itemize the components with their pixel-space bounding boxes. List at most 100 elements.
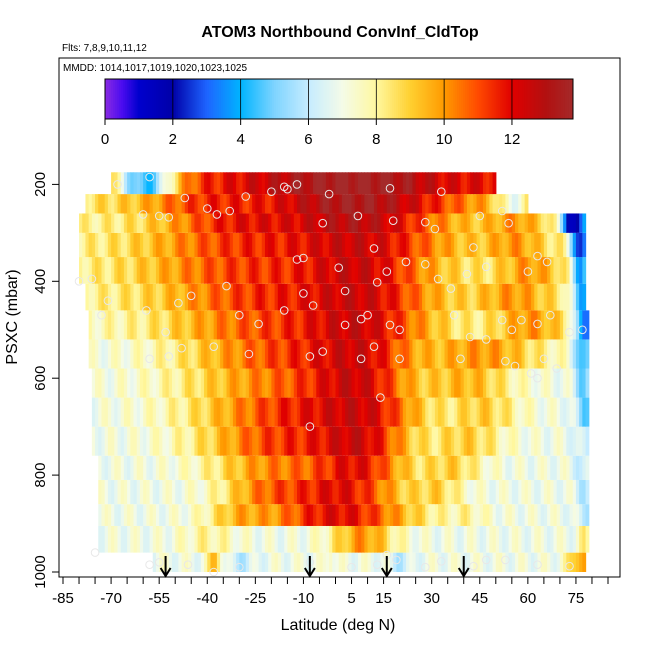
heatmap-cell <box>252 504 256 526</box>
heatmap-cell <box>438 213 442 233</box>
heatmap-cell <box>361 397 365 427</box>
heatmap-cell <box>406 232 410 258</box>
heatmap-cell <box>248 232 253 258</box>
heatmap-cell <box>393 525 398 553</box>
colorbar-swatch <box>430 79 434 119</box>
heatmap-cell <box>277 479 282 505</box>
heatmap-cell <box>329 339 333 369</box>
heatmap-cell <box>335 368 340 398</box>
heatmap-cell <box>550 426 555 456</box>
heatmap-cell <box>306 455 311 480</box>
heatmap-cell <box>425 525 430 553</box>
heatmap-cell <box>550 504 555 526</box>
heatmap-cell <box>431 397 436 427</box>
heatmap-cell <box>373 283 378 311</box>
heatmap-cell <box>418 455 423 480</box>
heatmap-cell <box>412 213 417 233</box>
heatmap-cell <box>495 213 500 233</box>
heatmap-cell <box>120 525 125 553</box>
heatmap-cell <box>229 232 234 258</box>
heatmap-cell <box>155 310 160 340</box>
heatmap-cell <box>117 504 122 526</box>
heatmap-cell <box>178 504 183 526</box>
heatmap-cell <box>505 339 510 369</box>
heatmap-cell <box>111 213 115 233</box>
heatmap-cell <box>293 257 298 284</box>
heatmap-cell <box>143 368 147 398</box>
heatmap-cell <box>181 397 186 427</box>
heatmap-cell <box>367 525 372 553</box>
heatmap-cell <box>191 504 196 526</box>
heatmap-cell <box>556 368 561 398</box>
heatmap-cell <box>418 368 423 398</box>
heatmap-cell <box>473 232 478 258</box>
heatmap-cell <box>316 213 321 233</box>
heatmap-cell <box>127 232 131 258</box>
heatmap-cell <box>229 172 234 195</box>
heatmap-cell <box>428 397 433 427</box>
heatmap-cell <box>155 397 160 427</box>
heatmap-cell <box>505 397 510 427</box>
heatmap-cell <box>412 257 417 284</box>
heatmap-cell <box>194 552 199 572</box>
heatmap-cell <box>245 504 250 526</box>
heatmap-cell <box>300 257 305 284</box>
heatmap-cell <box>210 283 215 311</box>
heatmap-cell <box>255 552 260 572</box>
heatmap-cell <box>232 194 237 214</box>
heatmap-cell <box>162 479 167 505</box>
heatmap-cell <box>107 339 112 369</box>
heatmap-cell <box>354 339 359 369</box>
heatmap-cell <box>155 172 160 195</box>
heatmap-cell <box>563 397 567 427</box>
heatmap-cell <box>486 213 490 233</box>
heatmap-cell <box>168 213 173 233</box>
heatmap-cell <box>518 368 523 398</box>
heatmap-cell <box>127 339 131 369</box>
heatmap-cell <box>495 455 500 480</box>
heatmap-cell <box>107 525 112 553</box>
colorbar-swatch <box>196 79 200 119</box>
heatmap-cell <box>184 525 189 553</box>
heatmap-cell <box>239 172 244 195</box>
heatmap-cell <box>287 479 292 505</box>
heatmap-cell <box>569 426 574 456</box>
heatmap-cell <box>188 339 192 369</box>
heatmap-cell <box>98 426 103 456</box>
colorbar-swatch <box>459 79 462 119</box>
heatmap-cell <box>168 397 173 427</box>
heatmap-cell <box>412 172 417 195</box>
heatmap-cell <box>300 194 305 214</box>
heatmap-cell <box>540 339 545 369</box>
heatmap-cell <box>155 426 160 456</box>
colorbar-swatch <box>243 79 246 119</box>
heatmap-cell <box>281 310 285 340</box>
heatmap-cell <box>345 310 349 340</box>
heatmap-cell <box>470 172 474 195</box>
heatmap-cell <box>181 479 186 505</box>
heatmap-cell <box>434 525 439 553</box>
heatmap-cell <box>354 283 359 311</box>
heatmap-cell <box>505 426 510 456</box>
heatmap-cell <box>281 283 285 311</box>
heatmap-cell <box>508 426 513 456</box>
heatmap-cell <box>390 426 394 456</box>
heatmap-cell <box>457 368 462 398</box>
heatmap-cell <box>447 232 452 258</box>
heatmap-cell <box>524 479 529 505</box>
heatmap-cell <box>290 504 295 526</box>
heatmap-cell <box>348 479 353 505</box>
heatmap-cell <box>152 257 157 284</box>
colorbar-swatch <box>422 79 425 119</box>
heatmap-cell <box>422 172 426 195</box>
heatmap-cell <box>178 232 183 258</box>
heatmap-cell <box>386 504 391 526</box>
data-point <box>421 562 430 572</box>
heatmap-cell <box>351 310 356 340</box>
heatmap-cell <box>422 232 426 258</box>
heatmap-cell <box>101 397 106 427</box>
heatmap-cell <box>351 397 356 427</box>
heatmap-cell <box>107 310 112 340</box>
heatmap-cell <box>553 525 558 553</box>
colorbar-swatch <box>387 79 391 119</box>
